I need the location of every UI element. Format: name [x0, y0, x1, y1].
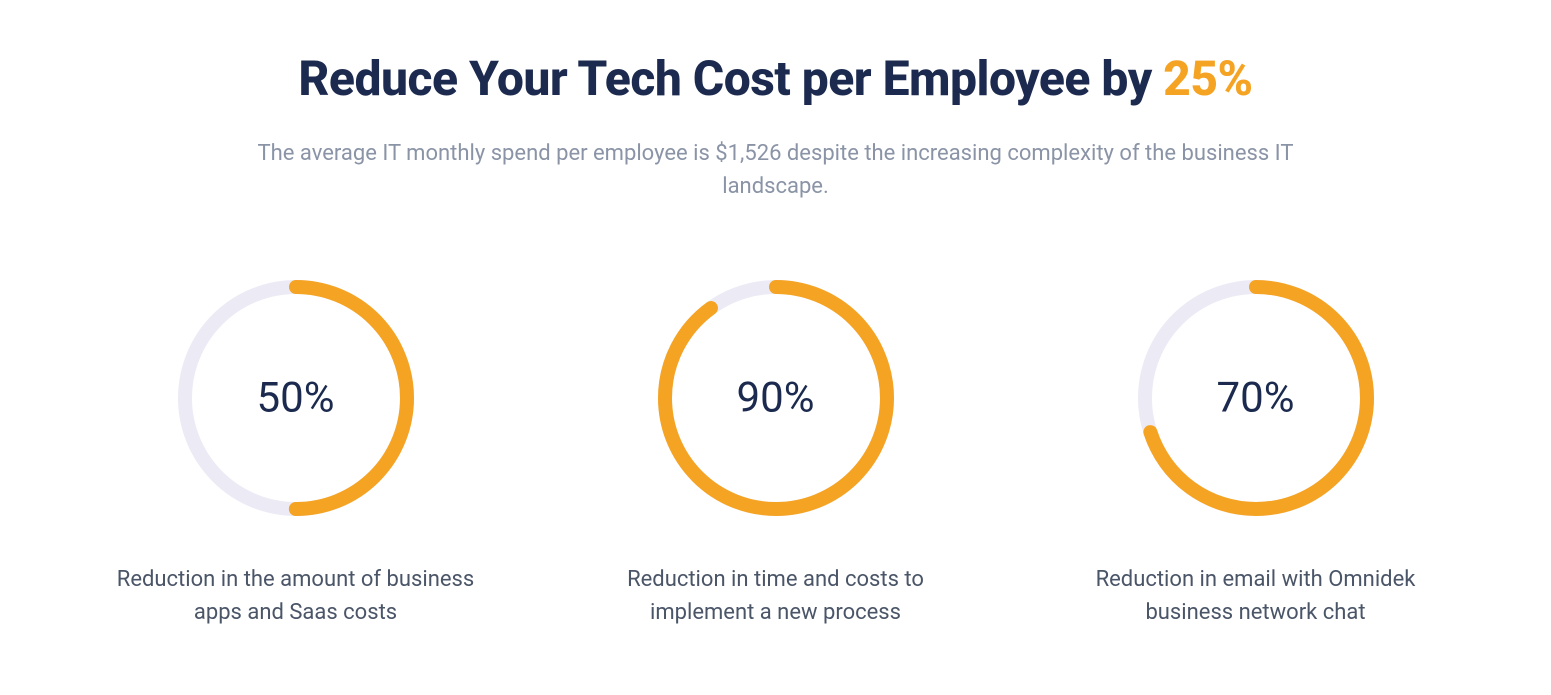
stat-description-0: Reduction in the amount of business apps… [106, 563, 486, 629]
headline-prefix: Reduce Your Tech Cost per Employee by [298, 50, 1163, 107]
progress-ring-label-0: 50% [257, 374, 335, 423]
headline: Reduce Your Tech Cost per Employee by 25… [76, 50, 1476, 107]
subtitle: The average IT monthly spend per employe… [226, 137, 1326, 203]
stat-description-1: Reduction in time and costs to implement… [586, 563, 966, 629]
stat-description-2: Reduction in email with Omnidek business… [1066, 563, 1446, 629]
progress-ring-0: 50% [171, 273, 421, 523]
stat-card-1: 90% Reduction in time and costs to imple… [566, 273, 986, 629]
progress-ring-label-2: 70% [1217, 374, 1295, 423]
stats-row: 50% Reduction in the amount of business … [76, 273, 1476, 629]
headline-accent: 25% [1163, 50, 1252, 107]
progress-ring-1: 90% [651, 273, 901, 523]
stat-card-2: 70% Reduction in email with Omnidek busi… [1046, 273, 1466, 629]
stats-section: Reduce Your Tech Cost per Employee by 25… [76, 50, 1476, 629]
stat-card-0: 50% Reduction in the amount of business … [86, 273, 506, 629]
progress-ring-2: 70% [1131, 273, 1381, 523]
progress-ring-label-1: 90% [737, 374, 815, 423]
